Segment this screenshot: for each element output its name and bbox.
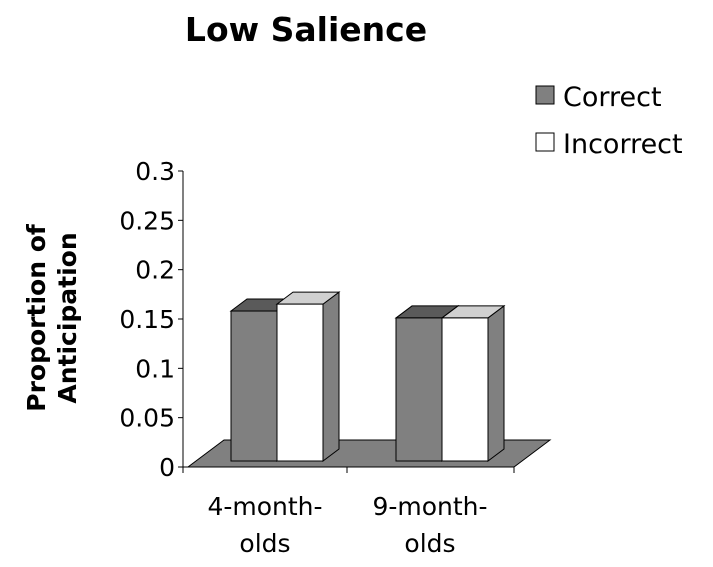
bar-side — [322, 291, 340, 462]
x-category-label: 4-month- — [207, 492, 322, 521]
legend-label-incorrect: Incorrect — [563, 129, 683, 160]
bar-incorrect-2 — [440, 304, 506, 462]
category-labels-group: 4-month-olds 9-month-olds — [207, 492, 487, 558]
legend-swatch-incorrect — [535, 132, 555, 152]
y-tick-label: 0.2 — [135, 256, 175, 285]
bar-front — [441, 317, 489, 462]
y-tick-label: 0.1 — [135, 354, 175, 383]
x-category-label: olds — [404, 529, 455, 558]
y-axis-label-line-1: Proportion of — [22, 223, 51, 412]
y-tick-label: 0 — [159, 453, 175, 482]
axes-group: 0 0.05 0.1 0.15 0.2 0.25 0.3 — [119, 157, 515, 482]
legend-swatch-correct — [535, 85, 555, 105]
y-axis-label: Proportion of Anticipation — [22, 223, 82, 412]
y-tick-label: 0.3 — [135, 157, 175, 186]
chart-title: Low Salience — [185, 10, 427, 49]
bars-group — [229, 291, 506, 462]
legend: Correct Incorrect — [535, 82, 683, 160]
y-tick-label: 0.05 — [119, 404, 175, 433]
legend-label-correct: Correct — [563, 82, 662, 113]
bar-front — [395, 317, 443, 462]
x-category-label: 9-month- — [372, 492, 487, 521]
y-tick-label: 0.25 — [119, 206, 175, 235]
bar-incorrect-1 — [275, 291, 341, 462]
bar-side — [487, 304, 505, 462]
bar-front — [276, 303, 324, 462]
y-axis-label-line-2: Anticipation — [53, 232, 82, 403]
bar-front — [230, 310, 278, 462]
y-tick-label: 0.15 — [119, 305, 175, 334]
x-category-label: olds — [239, 529, 290, 558]
